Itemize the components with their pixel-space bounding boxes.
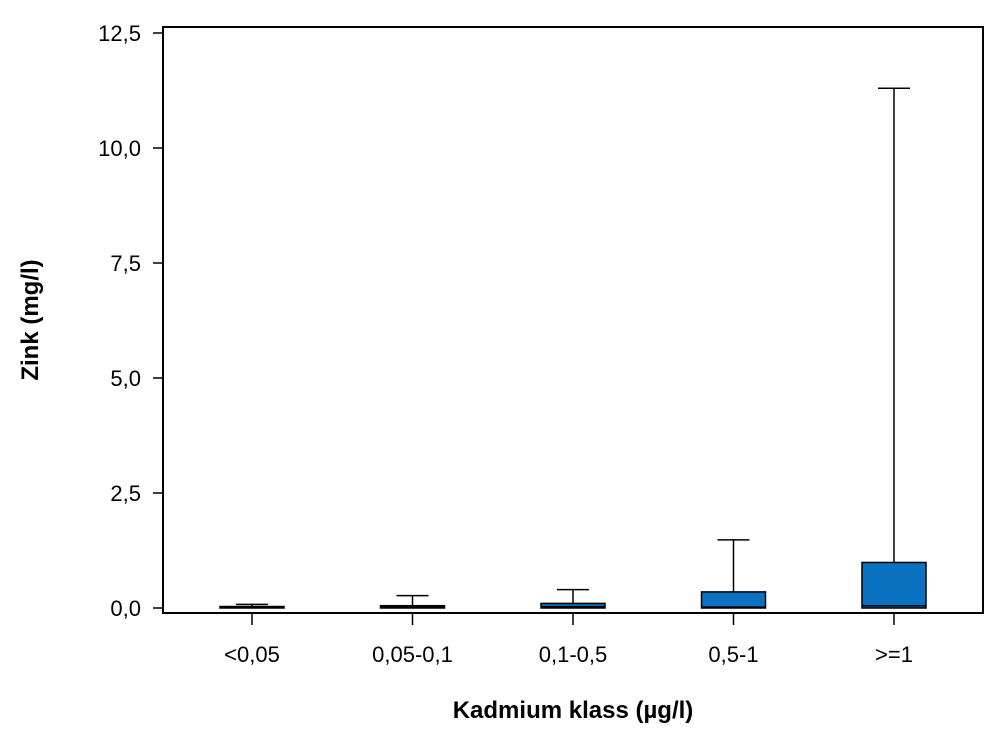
boxes	[219, 87, 927, 609]
box-0	[219, 603, 285, 609]
x-tick-label: 0,5-1	[708, 642, 758, 667]
box-2	[540, 588, 606, 609]
y-axis-title: Zink (mg/l)	[17, 259, 44, 380]
y-tick-label: 5,0	[110, 366, 141, 391]
y-tick-label: 10,0	[98, 136, 141, 161]
y-tick-label: 2,5	[110, 481, 141, 506]
y-tick-label: 7,5	[110, 251, 141, 276]
box-1	[379, 594, 446, 609]
y-tick-label: 0,0	[110, 596, 141, 621]
box-4	[861, 87, 927, 609]
iqr-box	[540, 602, 606, 609]
iqr-box	[700, 591, 767, 609]
y-tick-label: 12,5	[98, 21, 141, 46]
x-tick-label: 0,1-0,5	[539, 642, 608, 667]
x-tick-label: >=1	[875, 642, 913, 667]
y-axis: 0,0 2,5 5,0 7,5 10,0 12,5	[98, 21, 163, 621]
x-axis-title: Kadmium klass (µg/l)	[453, 697, 694, 724]
plot-area	[162, 26, 984, 614]
x-axis: <0,05 0,05-0,1 0,1-0,5 0,5-1 >=1	[224, 613, 913, 667]
x-tick-label: 0,05-0,1	[372, 642, 453, 667]
iqr-box	[861, 561, 927, 609]
x-tick-label: <0,05	[224, 642, 280, 667]
box-3	[700, 539, 767, 609]
